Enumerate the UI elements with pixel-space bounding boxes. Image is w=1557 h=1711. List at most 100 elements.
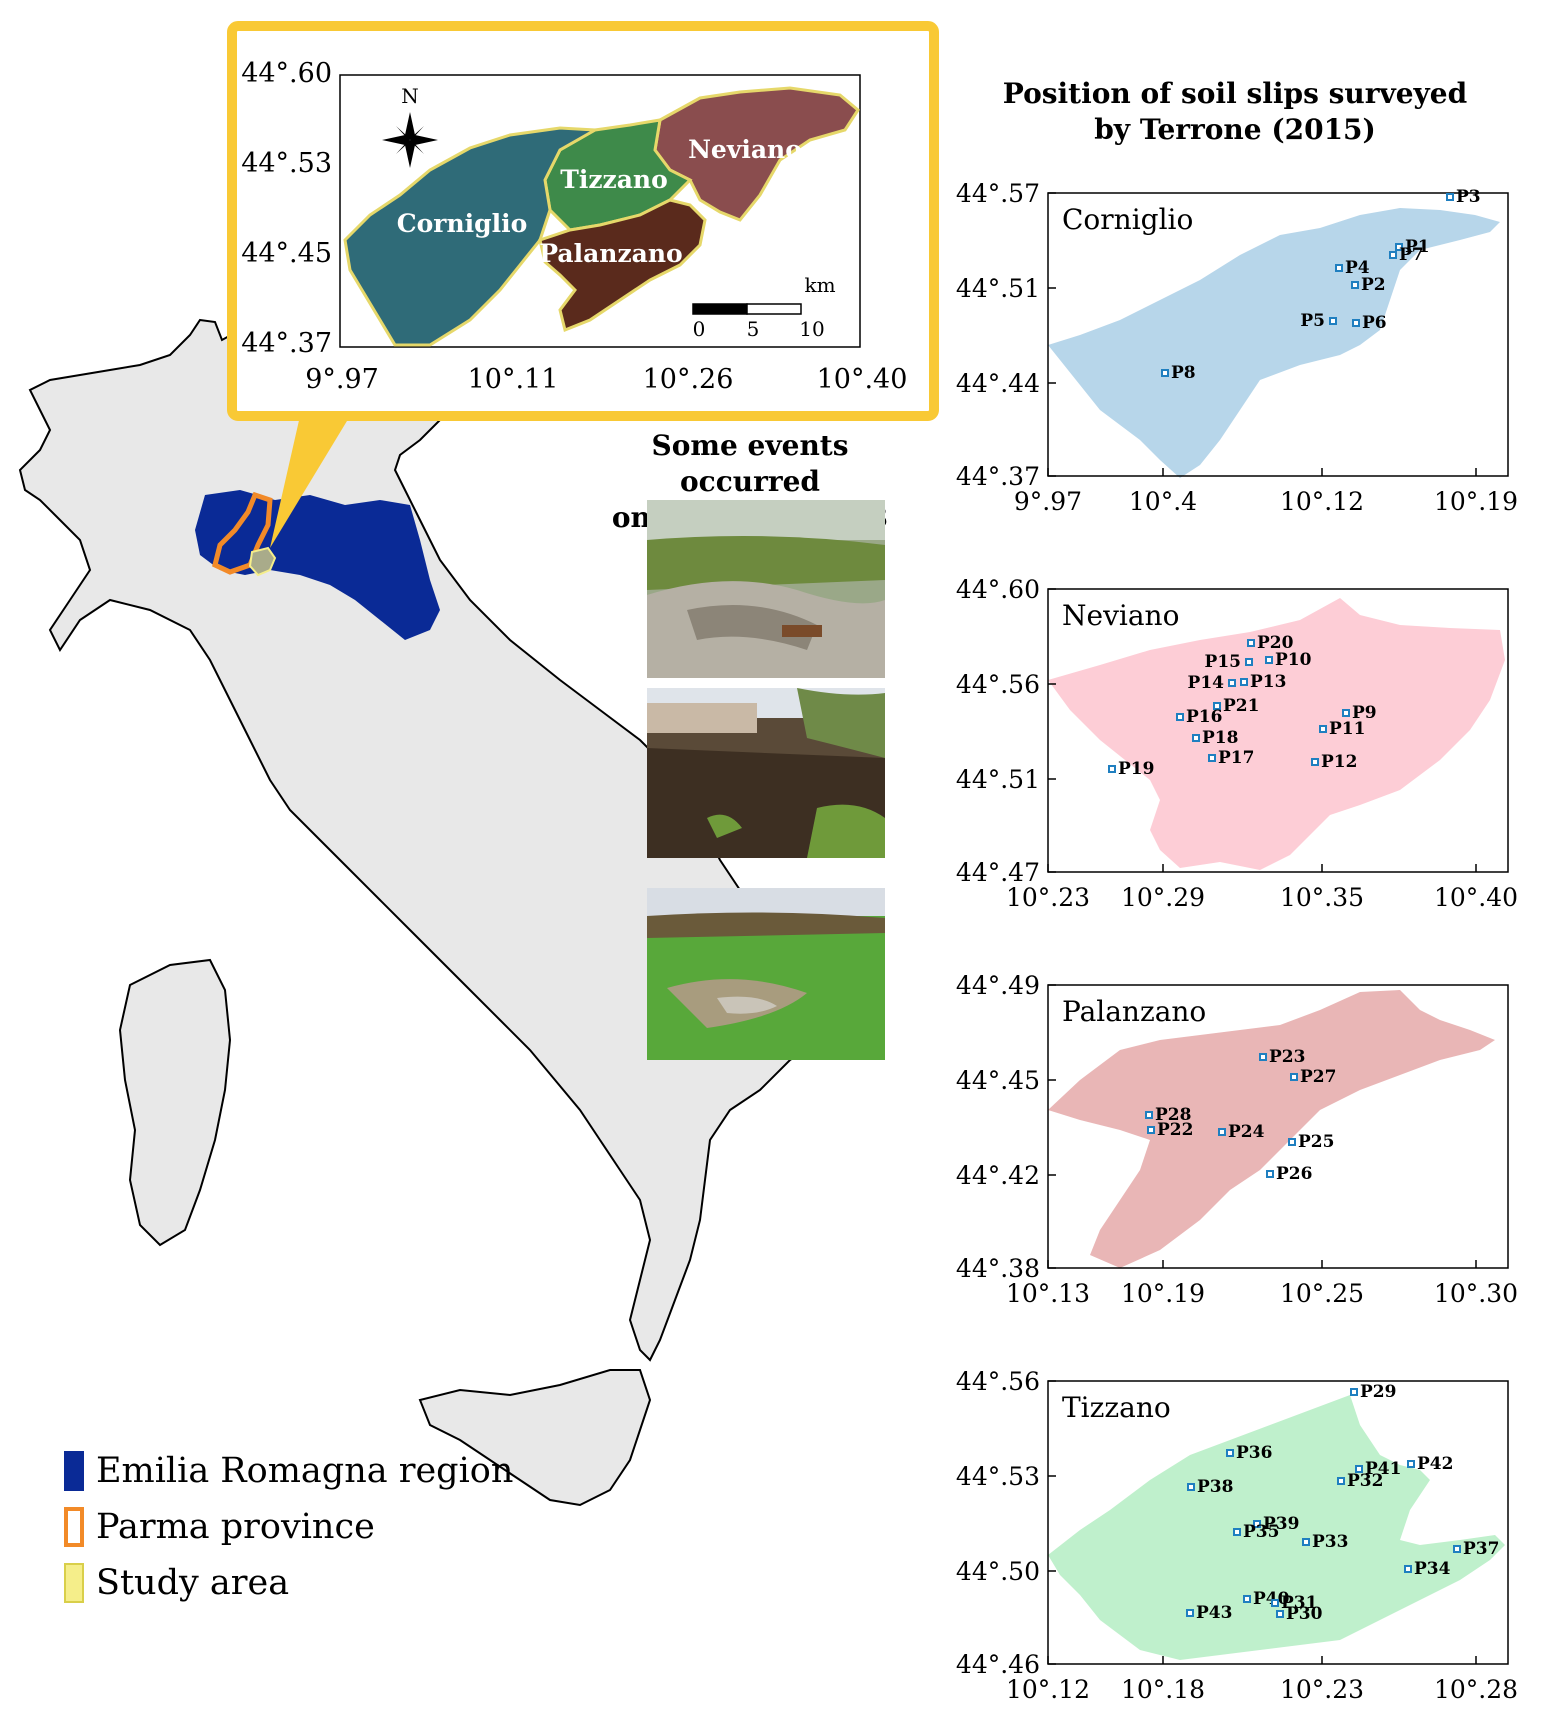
inset-x-tick: 9°.97 (305, 364, 379, 395)
soil-slip-marker (1259, 1053, 1267, 1061)
soil-slip-marker (1186, 1609, 1194, 1617)
soil-slip-marker (1108, 765, 1116, 773)
soil-slip-label: P31 (1281, 1593, 1317, 1613)
soil-slip-marker (1302, 1538, 1310, 1546)
inset-y-tick: 44°.60 (241, 58, 332, 89)
soil-slip-marker (1355, 1465, 1363, 1473)
y-tick-label: 44°.56 (956, 1367, 1040, 1396)
soil-slip-label: P33 (1312, 1532, 1348, 1552)
soil-slip-label: P2 (1361, 275, 1386, 295)
soil-slip-panels: Corniglio 44°.57 44°.51 44°.44 44°.379°.97 10… (956, 179, 1518, 1704)
soil-slip-marker (1245, 658, 1253, 666)
north-label: N (401, 84, 419, 108)
soil-slip-panel-corniglio: Corniglio 44°.57 44°.51 44°.44 44°.379°.97 10… (956, 179, 1518, 516)
map-legend: Emilia Romagna region Parma province Stu… (64, 1443, 513, 1611)
inset-palanzano-area (538, 198, 707, 333)
soil-slip-label: P9 (1352, 703, 1377, 723)
soil-slip-label: P27 (1300, 1067, 1336, 1087)
soil-slip-label: P19 (1118, 759, 1154, 779)
soil-slips-title-line2: by Terrone (2015) (1094, 113, 1376, 146)
district-area (1048, 598, 1505, 870)
soil-slip-marker (1145, 1111, 1153, 1119)
soil-slip-marker (1276, 1610, 1284, 1618)
soil-slip-marker (1271, 1599, 1279, 1607)
soil-slips-title-line1: Position of soil slips surveyed (1002, 77, 1468, 110)
y-tick-label: 44°.49 (956, 971, 1040, 1000)
y-tick-label: 44°.38 (956, 1254, 1040, 1283)
soil-slip-label: P35 (1243, 1522, 1279, 1542)
y-tick-label: 44°.42 (956, 1161, 1040, 1190)
legend-swatch-province (64, 1507, 84, 1547)
x-tick-label: 10°.23 (1280, 1675, 1364, 1704)
x-tick-label: 10°.40 (1434, 883, 1518, 912)
soil-slip-label: P20 (1257, 633, 1294, 653)
soil-slip-label: P3 (1456, 187, 1481, 207)
inset-x-tick: 10°.11 (468, 364, 559, 395)
soil-slip-marker (1213, 702, 1221, 710)
y-tick-label: 44°.50 (956, 1557, 1040, 1586)
soil-slip-label: P8 (1171, 363, 1196, 383)
inset-tizzano-area (543, 118, 693, 232)
legend-item-province: Parma province (64, 1499, 513, 1555)
y-tick-label: 44°.51 (956, 274, 1040, 303)
panel-axes (1047, 1380, 1509, 1665)
soil-slip-label: P1 (1405, 237, 1430, 257)
soil-slip-marker (1352, 319, 1360, 327)
soil-slip-label: P25 (1298, 1132, 1334, 1152)
soil-slip-label: P21 (1223, 696, 1259, 716)
panel-title: Palanzano (1062, 995, 1206, 1028)
legend-label-region: Emilia Romagna region (96, 1451, 514, 1491)
inset-y-tick: 44°.53 (241, 148, 332, 179)
soil-slip-label: P6 (1362, 313, 1387, 333)
soil-slip-label: P11 (1329, 719, 1365, 739)
soil-slip-marker (1350, 1388, 1358, 1396)
panel-axes (1047, 192, 1509, 477)
soil-slip-label: P5 (1300, 311, 1325, 331)
landslide-photo-3 (647, 888, 885, 1060)
landslide-photo-2 (647, 688, 885, 858)
x-tick-label: 10°.23 (1006, 883, 1090, 912)
soil-slip-marker (1226, 1449, 1234, 1457)
photos-title-line1: Some events occurred (651, 429, 849, 498)
panel-axes (1047, 588, 1509, 873)
scale-unit: km (804, 273, 835, 297)
soil-slip-label: P29 (1360, 1382, 1396, 1402)
soil-slip-label: P37 (1463, 1539, 1499, 1559)
soil-slip-label: P14 (1188, 673, 1225, 693)
italy-map (18, 318, 852, 1507)
soil-slip-label: P18 (1202, 728, 1238, 748)
soil-slip-marker (1407, 1460, 1415, 1468)
zoom-pointer (270, 416, 350, 548)
soil-slip-marker (1161, 369, 1169, 377)
soil-slip-marker (1243, 1595, 1251, 1603)
x-tick-label: 10°.12 (1280, 487, 1364, 516)
soil-slip-marker (1395, 243, 1403, 251)
landslide-photo-1 (647, 500, 885, 678)
soil-slip-marker (1218, 1128, 1226, 1136)
y-tick-label: 44°.44 (956, 369, 1040, 398)
y-tick-label: 44°.60 (956, 575, 1040, 604)
x-tick-label: 10°.19 (1434, 487, 1518, 516)
soil-slip-marker (1319, 725, 1327, 733)
inset-y-tick: 44°.45 (241, 238, 332, 269)
soil-slip-label: P23 (1269, 1047, 1305, 1067)
soil-slip-label: P28 (1155, 1105, 1191, 1125)
scale-tick: 5 (747, 317, 760, 341)
district-area (1048, 1395, 1505, 1660)
x-tick-label: 10°.4 (1129, 487, 1197, 516)
inset-corniglio-area (343, 126, 601, 347)
district-label-tizzano: Tizzano (560, 165, 668, 194)
district-area (1048, 208, 1500, 478)
inset-map: N km 0 5 10 Neviano Tizzano Corniglio Pa… (227, 21, 939, 421)
inset-x-tick: 10°.40 (817, 364, 908, 395)
soil-slip-label: P15 (1205, 652, 1241, 672)
soil-slip-label: P24 (1228, 1122, 1265, 1142)
y-tick-label: 44°.47 (956, 858, 1040, 887)
scale-bar (692, 303, 802, 315)
soil-slip-marker (1446, 193, 1454, 201)
soil-slip-label: P22 (1157, 1120, 1193, 1140)
compass-rose (382, 112, 438, 168)
scale-tick: 0 (693, 317, 706, 341)
